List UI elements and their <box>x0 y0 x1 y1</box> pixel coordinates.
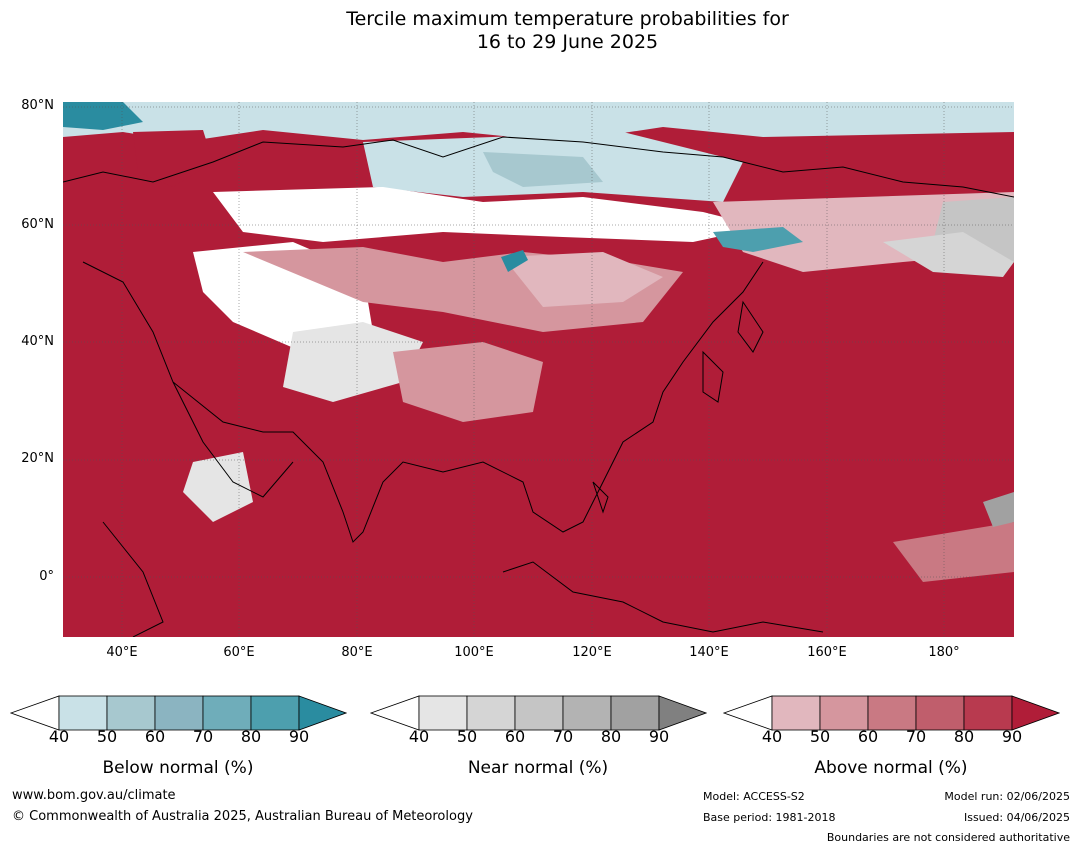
tick-above-40: 40 <box>761 727 783 746</box>
baikal-teal <box>501 250 528 272</box>
lon-label-60e: 60°E <box>223 645 255 660</box>
tick-above-60: 60 <box>857 727 879 746</box>
colorbar-below-seg-2 <box>106 695 156 731</box>
copyright-text: © Commonwealth of Australia 2025, Austra… <box>12 809 473 824</box>
tick-near-80: 80 <box>600 727 622 746</box>
colorbar-below-extend-high <box>298 695 347 731</box>
kamchatka-grey <box>883 232 1014 277</box>
tick-near-70: 70 <box>552 727 574 746</box>
tick-above-90: 90 <box>1001 727 1023 746</box>
arabia-grey <box>183 452 253 522</box>
colorbar-below-normal <box>10 695 347 731</box>
tibet-pink <box>393 342 543 422</box>
tick-near-90: 90 <box>648 727 670 746</box>
title-line-2: 16 to 29 June 2025 <box>476 31 659 53</box>
tick-near-40: 40 <box>408 727 430 746</box>
lat-label-20n: 20°N <box>21 451 54 466</box>
tick-below-50: 50 <box>96 727 118 746</box>
legend-above-caption: Above normal (%) <box>814 758 968 778</box>
tick-below-90: 90 <box>288 727 310 746</box>
tick-above-50: 50 <box>809 727 831 746</box>
lon-label-180: 180° <box>928 645 960 660</box>
arctic-strong-teal <box>63 102 143 130</box>
colorbar-near-extend-low <box>370 695 420 731</box>
tick-near-60: 60 <box>504 727 526 746</box>
boundaries-disclaimer: Boundaries are not considered authoritat… <box>826 831 1070 844</box>
legend-below-caption: Below normal (%) <box>102 758 254 778</box>
lat-label-40n: 40°N <box>21 334 54 349</box>
lat-label-80n: 80°N <box>21 98 54 113</box>
colorbar-above-extend-low <box>723 695 773 731</box>
model-name: Model: ACCESS-S2 <box>703 790 805 803</box>
map-title: Tercile maximum temperature probabilitie… <box>0 8 1081 54</box>
probability-map <box>63 102 1014 637</box>
colorbar-near-normal <box>370 695 707 731</box>
scandinavia-red <box>133 130 213 187</box>
issued-date: Issued: 04/06/2025 <box>963 811 1070 824</box>
colorbar-above-seg-1 <box>771 695 821 731</box>
legend-near-normal: 40 50 60 70 80 90 Near normal (%) <box>370 695 707 778</box>
tick-below-80: 80 <box>240 727 262 746</box>
base-period: Base period: 1981-2018 <box>703 811 836 824</box>
colorbar-below-seg-4 <box>202 695 252 731</box>
mongolia-pink-light <box>503 252 663 307</box>
lon-label-100e: 100°E <box>454 645 494 660</box>
lon-label-120e: 120°E <box>572 645 612 660</box>
lon-label-80e: 80°E <box>341 645 373 660</box>
graticule <box>63 102 1014 637</box>
pacific-grey-patch <box>983 492 1014 527</box>
lat-label-60n: 60°N <box>21 217 54 232</box>
colorbar-above-extend-high <box>1011 695 1060 731</box>
pacific-pink-patch <box>893 522 1014 582</box>
lon-label-160e: 160°E <box>807 645 847 660</box>
tick-near-50: 50 <box>456 727 478 746</box>
coastlines <box>63 136 1014 637</box>
tick-below-70: 70 <box>192 727 214 746</box>
colorbar-above-seg-4 <box>915 695 965 731</box>
colorbar-above-seg-2 <box>819 695 869 731</box>
colorbar-below-seg-1 <box>58 695 108 731</box>
colorbar-near-seg-3 <box>514 695 564 731</box>
arctic-teal-band <box>63 102 1014 142</box>
tick-below-40: 40 <box>48 727 70 746</box>
okhotsk-teal <box>713 227 803 252</box>
tick-below-60: 60 <box>144 727 166 746</box>
map-canvas <box>63 102 1014 637</box>
title-line-1: Tercile maximum temperature probabilitie… <box>346 8 789 30</box>
lon-label-140e: 140°E <box>689 645 729 660</box>
colorbar-below-extend-low <box>10 695 60 731</box>
colorbar-near-seg-5 <box>610 695 660 731</box>
tick-above-70: 70 <box>905 727 927 746</box>
colorbar-near-seg-4 <box>562 695 612 731</box>
colorbar-near-seg-1 <box>418 695 468 731</box>
lon-label-40e: 40°E <box>106 645 138 660</box>
model-run-date: Model run: 02/06/2025 <box>944 790 1070 803</box>
tick-above-80: 80 <box>953 727 975 746</box>
legend-below-normal: 40 50 60 70 80 90 Below normal (%) <box>10 695 347 778</box>
colorbar-below-seg-5 <box>250 695 300 731</box>
north-white-belt <box>213 187 763 242</box>
lat-label-0: 0° <box>39 569 54 584</box>
colorbar-below-seg-3 <box>154 695 204 731</box>
website-link[interactable]: www.bom.gov.au/climate <box>12 788 176 803</box>
colorbar-near-seg-2 <box>466 695 516 731</box>
colorbar-above-normal <box>723 695 1060 731</box>
legend-above-normal: 40 50 60 70 80 90 Above normal (%) <box>723 695 1060 778</box>
legend-near-caption: Near normal (%) <box>467 758 609 778</box>
colorbar-above-seg-5 <box>963 695 1013 731</box>
colorbar-above-seg-3 <box>867 695 917 731</box>
colorbar-near-extend-high <box>658 695 707 731</box>
siberia-blue-inner <box>483 152 603 187</box>
